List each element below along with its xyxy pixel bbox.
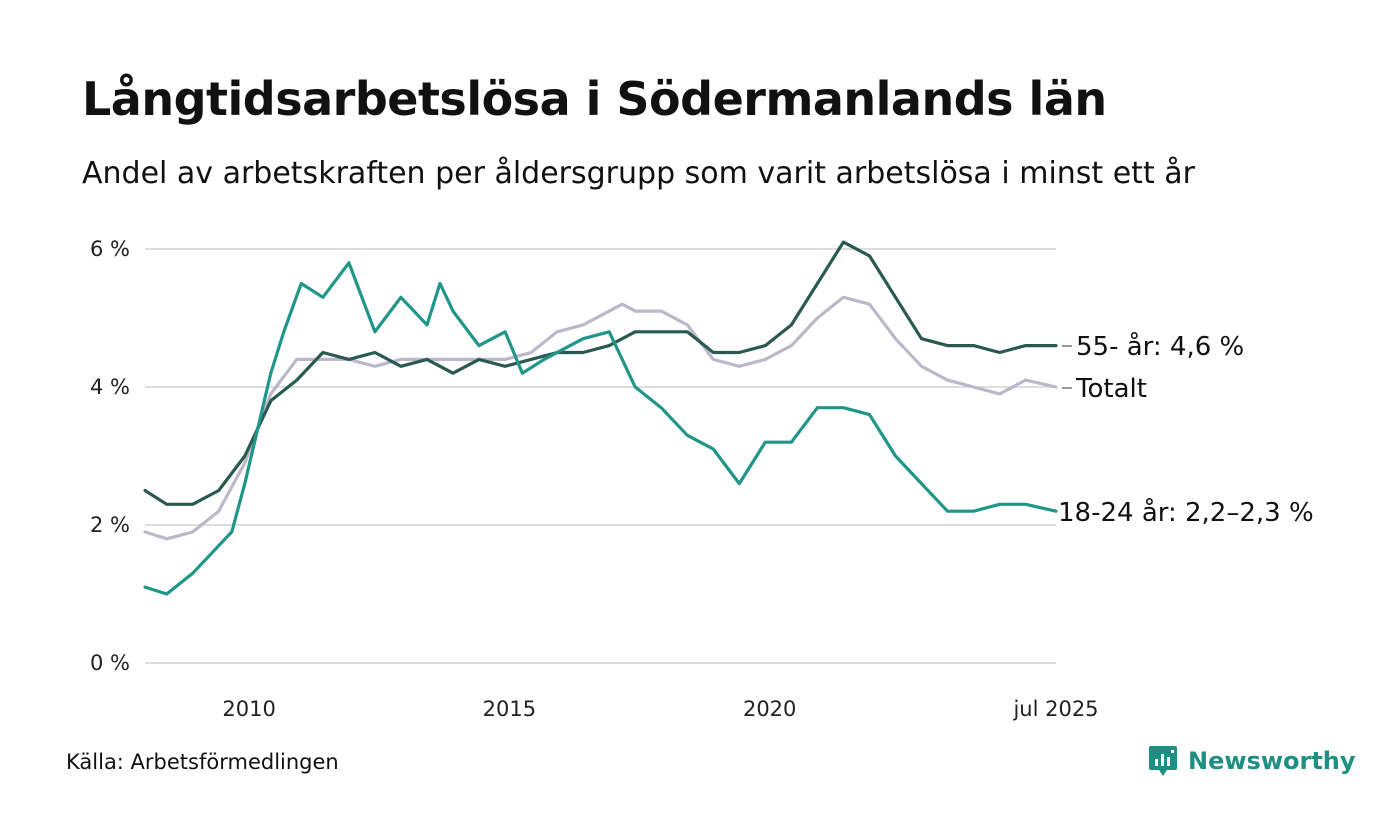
brand-logo[interactable]: Newsworthy <box>1148 744 1356 778</box>
y-axis-ticks: 0 % 2 % 4 % 6 % <box>90 237 130 675</box>
y-tick-label: 2 % <box>90 513 130 537</box>
chart-title: Långtidsarbetslösa i Södermanlands län <box>82 72 1107 126</box>
x-axis-ticks: 2010 2015 2020 jul 2025 <box>222 697 1098 721</box>
source-note: Källa: Arbetsförmedlingen <box>66 750 339 774</box>
series-lines <box>143 240 1058 596</box>
y-tick-label: 0 % <box>90 651 130 675</box>
x-tick-label: 2020 <box>743 697 796 721</box>
y-tick-label: 4 % <box>90 375 130 399</box>
series-label-senior: 55- år: 4,6 % <box>1076 331 1244 362</box>
brand-name: Newsworthy <box>1188 747 1356 775</box>
x-tick-label: 2010 <box>222 697 275 721</box>
series-line-senior <box>143 240 1058 506</box>
chart-subtitle: Andel av arbetskraften per åldersgrupp s… <box>82 156 1195 191</box>
y-tick-label: 6 % <box>90 237 130 261</box>
x-tick-label: jul 2025 <box>1012 697 1098 721</box>
gridlines <box>145 248 1056 664</box>
series-end-labels: Totalt 55- år: 4,6 % 18-24 år: 2,2–2,3 % <box>1058 331 1314 528</box>
series-line-young <box>143 261 1058 596</box>
newsworthy-chart-bubble-icon <box>1149 746 1177 776</box>
x-tick-label: 2015 <box>483 697 536 721</box>
series-label-young: 18-24 år: 2,2–2,3 % <box>1058 497 1314 528</box>
series-label-total: Totalt <box>1075 374 1147 404</box>
